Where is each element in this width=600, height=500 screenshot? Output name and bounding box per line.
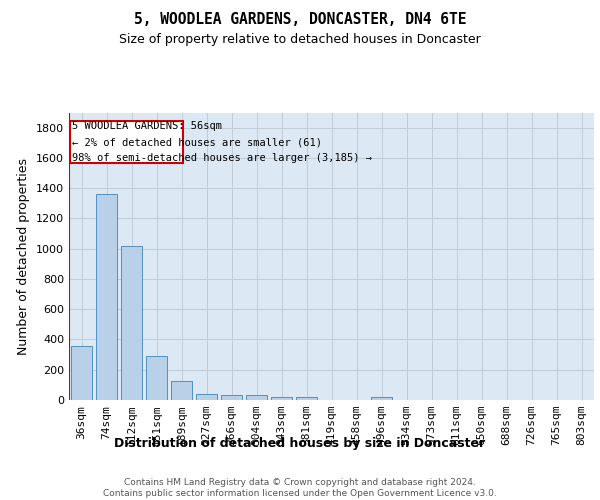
Text: 5 WOODLEA GARDENS: 56sqm
← 2% of detached houses are smaller (61)
98% of semi-de: 5 WOODLEA GARDENS: 56sqm ← 2% of detache… bbox=[71, 122, 371, 162]
Bar bbox=[221, 394, 242, 400]
Bar bbox=[271, 396, 292, 400]
Bar bbox=[246, 396, 267, 400]
Text: Distribution of detached houses by size in Doncaster: Distribution of detached houses by size … bbox=[115, 438, 485, 450]
Text: 5, WOODLEA GARDENS, DONCASTER, DN4 6TE: 5, WOODLEA GARDENS, DONCASTER, DN4 6TE bbox=[134, 12, 466, 28]
Text: Size of property relative to detached houses in Doncaster: Size of property relative to detached ho… bbox=[119, 32, 481, 46]
Bar bbox=[171, 381, 192, 400]
FancyBboxPatch shape bbox=[70, 121, 183, 163]
Text: Contains HM Land Registry data © Crown copyright and database right 2024.
Contai: Contains HM Land Registry data © Crown c… bbox=[103, 478, 497, 498]
Bar bbox=[71, 346, 92, 400]
Bar bbox=[96, 194, 117, 400]
Bar bbox=[371, 397, 392, 400]
Bar bbox=[121, 246, 142, 400]
Bar bbox=[296, 398, 317, 400]
Bar bbox=[196, 394, 217, 400]
Y-axis label: Number of detached properties: Number of detached properties bbox=[17, 158, 31, 355]
Bar bbox=[146, 356, 167, 400]
